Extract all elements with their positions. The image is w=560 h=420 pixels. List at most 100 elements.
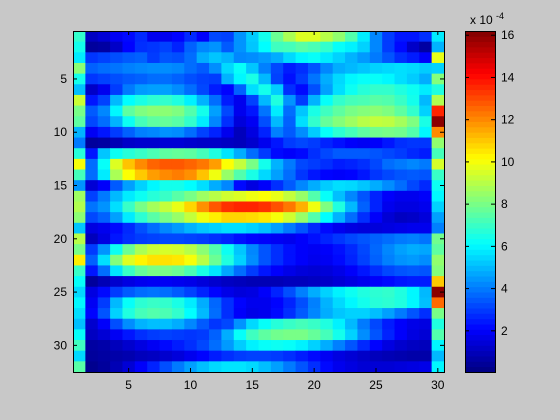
heatmap-cell — [283, 52, 296, 64]
heatmap-cell — [159, 286, 173, 298]
heatmap-cell — [110, 126, 123, 138]
heatmap-cell — [283, 116, 296, 128]
heatmap-cell — [246, 169, 259, 181]
heatmap-cell — [97, 158, 111, 170]
colorbar-segment — [465, 366, 495, 373]
heatmap-cell — [134, 73, 148, 85]
heatmap-cell — [221, 286, 235, 298]
heatmap-cell — [85, 340, 99, 352]
heatmap-cell — [122, 297, 136, 309]
heatmap-cell — [258, 84, 272, 96]
heatmap-cell — [270, 222, 284, 234]
heatmap-cell — [85, 276, 99, 288]
heatmap-cell — [209, 190, 222, 202]
x-tick-label: 25 — [369, 378, 383, 392]
heatmap-cell — [357, 297, 371, 309]
colorbar-segment — [465, 260, 495, 266]
heatmap-cell — [246, 297, 259, 309]
heatmap-cell — [196, 169, 210, 181]
heatmap-cell — [97, 286, 111, 298]
heatmap-cell — [258, 329, 272, 341]
heatmap-cell — [159, 126, 173, 138]
heatmap-cell — [345, 340, 358, 352]
heatmap-cell — [85, 94, 99, 106]
heatmap-cell — [221, 297, 235, 309]
heatmap-cell — [97, 137, 111, 149]
heatmap-cell — [394, 297, 408, 309]
heatmap-cell — [184, 126, 198, 138]
heatmap-cell — [134, 190, 148, 202]
heatmap-cell — [295, 329, 309, 341]
heatmap-cell — [320, 297, 334, 309]
heatmap-cell — [270, 318, 284, 330]
heatmap-cell — [332, 84, 346, 96]
heatmap-cell — [419, 41, 433, 53]
heatmap-cell — [431, 137, 445, 149]
heatmap-cell — [357, 212, 371, 224]
heatmap-cell — [147, 116, 160, 128]
heatmap-cell — [431, 340, 445, 352]
heatmap-cell — [196, 361, 210, 373]
heatmap-cell — [97, 190, 111, 202]
heatmap-cell — [134, 31, 148, 43]
colorbar-segment — [465, 31, 495, 37]
colorbar-segment — [465, 132, 495, 138]
heatmap-cell — [147, 158, 160, 170]
heatmap-cell — [258, 73, 272, 85]
heatmap-cell — [295, 180, 309, 192]
heatmap-cell — [221, 329, 235, 341]
heatmap-cell — [357, 31, 371, 43]
heatmap-cell — [431, 254, 445, 266]
heatmap-cell — [246, 350, 259, 362]
heatmap-cell — [369, 105, 383, 117]
heatmap-cell — [233, 180, 247, 192]
colorbar-segment — [465, 110, 495, 117]
heatmap-cell — [122, 158, 136, 170]
heatmap-cell — [320, 137, 334, 149]
heatmap-cell — [85, 222, 99, 234]
heatmap-cell — [332, 340, 346, 352]
heatmap-cell — [295, 212, 309, 224]
heatmap-cell — [233, 137, 247, 149]
heatmap-cell — [134, 180, 148, 192]
heatmap-cell — [406, 62, 420, 75]
heatmap-cell — [382, 158, 395, 170]
heatmap-cell — [369, 116, 383, 128]
heatmap-cell — [332, 73, 346, 85]
heatmap-cell — [320, 329, 334, 341]
heatmap-cell — [406, 52, 420, 64]
heatmap-cell — [320, 340, 334, 352]
heatmap-cell — [85, 233, 99, 245]
heatmap-cell — [320, 286, 334, 298]
heatmap-cell — [369, 212, 383, 224]
heatmap-cell — [357, 244, 371, 256]
heatmap-cell — [97, 94, 111, 106]
colorbar-segment — [465, 302, 495, 309]
heatmap-cell — [419, 297, 433, 309]
heatmap-cell — [394, 137, 408, 149]
heatmap-cell — [369, 222, 383, 234]
colorbar-segment — [465, 105, 495, 112]
heatmap-cell — [369, 201, 383, 213]
heatmap-cell — [345, 254, 358, 266]
heatmap-cell — [382, 126, 395, 138]
heatmap-cell — [382, 276, 395, 288]
heatmap-cell — [369, 233, 383, 245]
heatmap-cell — [258, 201, 272, 213]
heatmap-cell — [171, 126, 185, 138]
heatmap-cell — [196, 41, 210, 53]
heatmap-cell — [283, 340, 296, 352]
heatmap-cell — [196, 180, 210, 192]
heatmap-cell — [171, 318, 185, 330]
heatmap-cell — [270, 84, 284, 96]
heatmap-cell — [320, 350, 334, 362]
colorbar-segment — [465, 270, 495, 277]
heatmap-cell — [209, 297, 222, 309]
heatmap-cell — [357, 52, 371, 64]
heatmap-cell — [122, 62, 136, 75]
heatmap-cell — [419, 62, 433, 75]
heatmap-cell — [320, 276, 334, 288]
heatmap-cell — [419, 31, 433, 43]
heatmap-cell — [369, 340, 383, 352]
heatmap-cell — [159, 116, 173, 128]
